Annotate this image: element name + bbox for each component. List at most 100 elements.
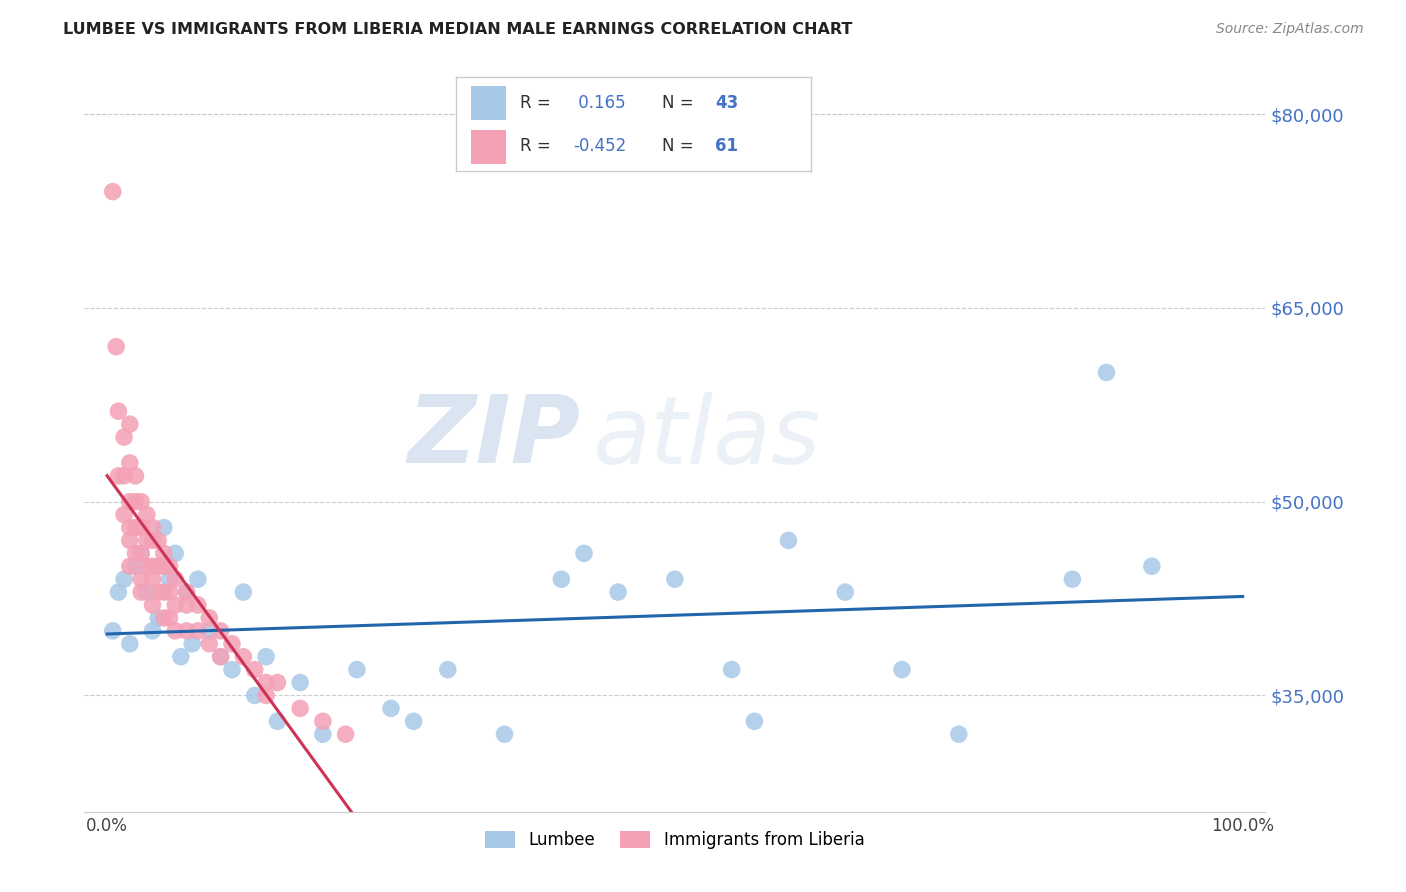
Point xyxy=(112,430,135,444)
Point xyxy=(141,520,163,534)
Point xyxy=(720,663,742,677)
Point xyxy=(170,649,193,664)
Point xyxy=(124,520,146,534)
Point xyxy=(209,624,232,638)
Point xyxy=(153,611,176,625)
Point xyxy=(159,585,181,599)
Point xyxy=(135,508,157,522)
Point xyxy=(254,689,277,703)
Point xyxy=(118,520,141,534)
Point xyxy=(129,520,152,534)
Point xyxy=(135,533,157,548)
Point xyxy=(124,559,146,574)
Point xyxy=(891,663,914,677)
Point xyxy=(135,559,157,574)
Point xyxy=(436,663,458,677)
Point xyxy=(198,637,221,651)
Point xyxy=(112,468,135,483)
Point xyxy=(148,585,170,599)
Point xyxy=(129,494,152,508)
Point xyxy=(1140,559,1163,574)
Point xyxy=(607,585,630,599)
Point xyxy=(107,468,129,483)
Point xyxy=(107,404,129,418)
Point xyxy=(141,572,163,586)
Point xyxy=(209,649,232,664)
Point xyxy=(141,624,163,638)
Point xyxy=(221,663,243,677)
Point xyxy=(153,520,176,534)
Point xyxy=(664,572,686,586)
Point xyxy=(141,559,163,574)
Point xyxy=(572,546,595,560)
Point xyxy=(141,598,163,612)
Point xyxy=(118,456,141,470)
Point xyxy=(153,585,176,599)
Text: LUMBEE VS IMMIGRANTS FROM LIBERIA MEDIAN MALE EARNINGS CORRELATION CHART: LUMBEE VS IMMIGRANTS FROM LIBERIA MEDIAN… xyxy=(63,22,852,37)
Point xyxy=(135,585,157,599)
Point xyxy=(181,637,204,651)
Point xyxy=(159,559,181,574)
Point xyxy=(153,546,176,560)
Point xyxy=(312,727,335,741)
Point xyxy=(141,533,163,548)
Point xyxy=(288,675,311,690)
Legend: Lumbee, Immigrants from Liberia: Lumbee, Immigrants from Liberia xyxy=(478,824,872,855)
Point xyxy=(198,611,221,625)
Point xyxy=(105,340,128,354)
Text: ZIP: ZIP xyxy=(408,391,581,483)
Point xyxy=(159,572,181,586)
Point xyxy=(159,611,181,625)
Point xyxy=(1062,572,1084,586)
Point xyxy=(148,559,170,574)
Point xyxy=(494,727,516,741)
Point xyxy=(834,585,856,599)
Point xyxy=(380,701,402,715)
Point xyxy=(129,546,152,560)
Point xyxy=(176,585,198,599)
Point xyxy=(129,585,152,599)
Point xyxy=(107,585,129,599)
Point xyxy=(176,585,198,599)
Point xyxy=(266,714,288,729)
Point xyxy=(288,701,311,715)
Point xyxy=(243,689,266,703)
Point xyxy=(165,624,187,638)
Point xyxy=(232,585,254,599)
Point xyxy=(232,649,254,664)
Point xyxy=(176,598,198,612)
Point xyxy=(402,714,425,729)
Text: Source: ZipAtlas.com: Source: ZipAtlas.com xyxy=(1216,22,1364,37)
Point xyxy=(198,624,221,638)
Point xyxy=(165,546,187,560)
Point xyxy=(254,649,277,664)
Point xyxy=(124,546,146,560)
Point xyxy=(346,663,368,677)
Point xyxy=(118,494,141,508)
Point xyxy=(118,559,141,574)
Point xyxy=(124,494,146,508)
Point xyxy=(550,572,572,586)
Point xyxy=(148,611,170,625)
Point xyxy=(101,185,124,199)
Point xyxy=(266,675,288,690)
Point xyxy=(165,572,187,586)
Point xyxy=(118,417,141,432)
Point xyxy=(148,533,170,548)
Point xyxy=(778,533,800,548)
Point xyxy=(187,598,209,612)
Point xyxy=(118,533,141,548)
Point xyxy=(209,649,232,664)
Point xyxy=(124,468,146,483)
Point xyxy=(153,559,176,574)
Point xyxy=(118,637,141,651)
Point xyxy=(1095,366,1118,380)
Point xyxy=(187,572,209,586)
Point xyxy=(335,727,357,741)
Point xyxy=(948,727,970,741)
Point xyxy=(112,572,135,586)
Point xyxy=(129,572,152,586)
Point xyxy=(187,624,209,638)
Point xyxy=(312,714,335,729)
Point xyxy=(221,637,243,651)
